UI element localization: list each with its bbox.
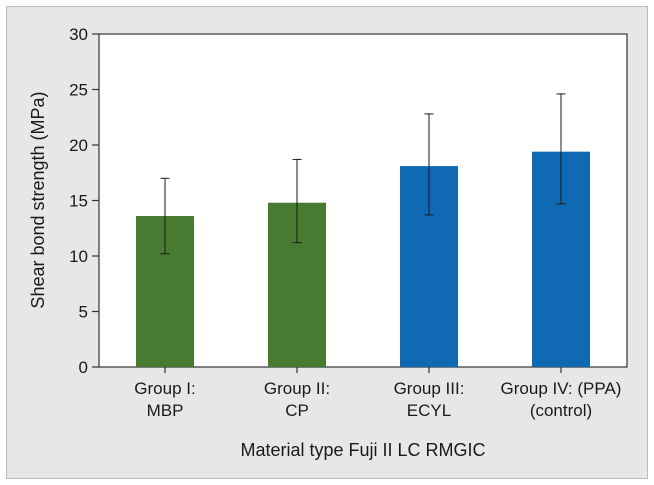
y-axis-title: Shear bond strength (MPa) xyxy=(28,91,48,308)
y-tick-label: 15 xyxy=(69,192,88,211)
y-tick-label: 20 xyxy=(69,136,88,155)
y-axis: 0 5 10 15 20 25 30 xyxy=(69,25,99,377)
x-tick-label: ECYL xyxy=(407,401,451,420)
x-tick-label: Group I: xyxy=(134,379,195,398)
y-tick-label: 5 xyxy=(79,303,88,322)
y-tick-label: 25 xyxy=(69,81,88,100)
x-axis-labels: Group I: MBP Group II: CP Group III: ECYL Grou… xyxy=(134,367,621,420)
x-tick-label: Group III: xyxy=(394,379,465,398)
x-axis-title: Material type Fuji II LC RMGIC xyxy=(240,440,485,460)
x-tick-label: Group II: xyxy=(264,379,330,398)
x-tick-label: MBP xyxy=(147,401,184,420)
x-tick-label: CP xyxy=(285,401,309,420)
x-tick-label: (control) xyxy=(530,401,592,420)
x-tick-label: Group IV: (PPA) xyxy=(501,379,622,398)
y-tick-label: 10 xyxy=(69,247,88,266)
error-bars-group xyxy=(160,93,566,255)
y-tick-label: 30 xyxy=(69,25,88,44)
y-tick-label: 0 xyxy=(79,358,88,377)
